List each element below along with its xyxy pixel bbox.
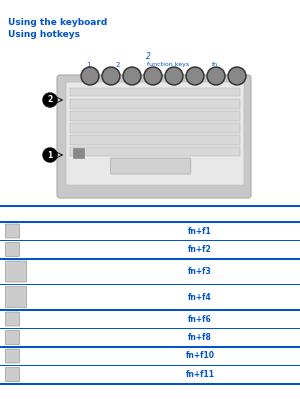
Circle shape — [230, 69, 244, 83]
Circle shape — [228, 67, 246, 85]
Text: fn+f8: fn+f8 — [188, 333, 212, 342]
Text: Using the keyboard: Using the keyboard — [8, 18, 107, 27]
Bar — [0, 207, 300, 221]
Bar — [0, 285, 300, 309]
Bar — [70, 135, 240, 145]
Text: 2: 2 — [47, 95, 52, 105]
Bar — [70, 147, 240, 156]
Circle shape — [123, 67, 141, 85]
FancyBboxPatch shape — [74, 148, 85, 158]
Text: Using hotkeys: Using hotkeys — [8, 30, 80, 39]
Circle shape — [186, 67, 204, 85]
Circle shape — [207, 67, 225, 85]
Bar — [0, 284, 300, 285]
Bar — [0, 328, 300, 329]
Bar — [0, 241, 300, 258]
Text: Hotkey: Hotkey — [185, 209, 215, 219]
Text: Function: Function — [21, 209, 59, 219]
Bar — [0, 223, 300, 239]
Circle shape — [146, 69, 160, 83]
FancyBboxPatch shape — [110, 158, 191, 174]
FancyBboxPatch shape — [5, 367, 20, 381]
Circle shape — [103, 69, 118, 83]
FancyBboxPatch shape — [5, 243, 20, 257]
Circle shape — [43, 148, 57, 162]
FancyBboxPatch shape — [66, 82, 244, 185]
Bar — [0, 310, 300, 328]
Text: fn+f11: fn+f11 — [185, 370, 214, 379]
Circle shape — [165, 67, 183, 85]
Bar — [0, 365, 300, 366]
Text: fn+f2: fn+f2 — [188, 245, 212, 254]
Bar — [0, 329, 300, 346]
Circle shape — [167, 69, 182, 83]
Circle shape — [102, 67, 120, 85]
Circle shape — [188, 69, 202, 83]
Bar — [0, 258, 300, 259]
FancyBboxPatch shape — [5, 286, 26, 308]
FancyBboxPatch shape — [5, 330, 20, 344]
Text: 1: 1 — [47, 150, 52, 160]
Bar — [0, 348, 300, 365]
Bar — [70, 99, 240, 109]
Bar — [0, 309, 300, 310]
Bar — [0, 259, 300, 284]
Bar — [0, 346, 300, 348]
FancyBboxPatch shape — [5, 349, 20, 363]
Text: fn+f1: fn+f1 — [188, 227, 212, 235]
Bar — [0, 383, 300, 385]
Bar — [0, 239, 300, 241]
Circle shape — [124, 69, 140, 83]
Circle shape — [43, 93, 57, 107]
Bar — [70, 123, 240, 133]
Text: 2: 2 — [146, 52, 150, 61]
Text: fn+f3: fn+f3 — [188, 267, 212, 276]
Circle shape — [81, 67, 99, 85]
Circle shape — [82, 69, 98, 83]
Bar — [0, 221, 300, 223]
Bar — [70, 111, 240, 121]
FancyBboxPatch shape — [57, 75, 251, 198]
Bar — [0, 366, 300, 383]
Text: 2: 2 — [116, 62, 120, 68]
Text: function keys: function keys — [147, 62, 189, 67]
FancyBboxPatch shape — [5, 261, 26, 282]
Text: fn+f4: fn+f4 — [188, 292, 212, 302]
Circle shape — [208, 69, 224, 83]
Text: fn: fn — [212, 62, 218, 67]
FancyBboxPatch shape — [5, 224, 20, 238]
Circle shape — [144, 67, 162, 85]
Text: fn+f6: fn+f6 — [188, 314, 212, 324]
FancyBboxPatch shape — [5, 312, 20, 326]
Text: fn+f10: fn+f10 — [185, 352, 214, 361]
Bar — [0, 205, 300, 207]
Text: 1: 1 — [86, 62, 90, 68]
Bar — [70, 88, 240, 96]
